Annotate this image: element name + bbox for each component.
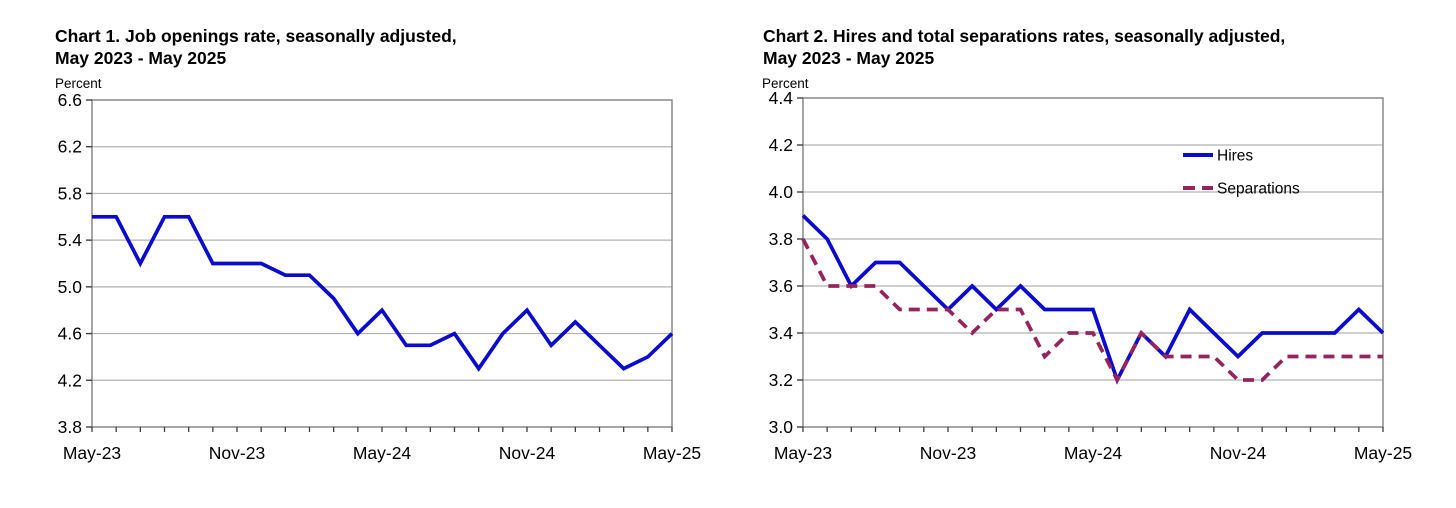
chart2-title-line2: May 2023 - May 2025 bbox=[763, 48, 935, 68]
x-axis-label: May-25 bbox=[1354, 443, 1412, 463]
job-openings-line bbox=[92, 214, 674, 372]
x-axis-label: Nov-23 bbox=[920, 443, 976, 463]
y-axis-label: 3.0 bbox=[769, 417, 794, 437]
x-axis-label: May-23 bbox=[63, 443, 121, 463]
chart2-title-line1: Chart 2. Hires and total separations rat… bbox=[763, 26, 1286, 46]
chart1-title-line1: Chart 1. Job openings rate, seasonally a… bbox=[55, 26, 457, 46]
y-axis-label: 4.2 bbox=[58, 370, 82, 390]
y-axis-label: 3.8 bbox=[769, 229, 793, 249]
chart2-title: Chart 2. Hires and total separations rat… bbox=[763, 25, 1285, 69]
chart1-title-line2: May 2023 - May 2025 bbox=[55, 48, 227, 68]
hires-separations-chart: Chart 2. Hires and total separations rat… bbox=[740, 25, 1456, 500]
y-axis-label: 5.8 bbox=[58, 183, 82, 203]
job-openings-chart: Chart 1. Job openings rate, seasonally a… bbox=[40, 25, 716, 500]
x-axis-label: May-24 bbox=[1064, 443, 1123, 463]
separations-line bbox=[801, 238, 1383, 385]
y-axis-label: 6.2 bbox=[58, 137, 82, 157]
chart1-title: Chart 1. Job openings rate, seasonally a… bbox=[55, 25, 457, 69]
chart2-y-axis-unit-label: Percent bbox=[762, 76, 809, 91]
x-axis-label: May-23 bbox=[774, 443, 832, 463]
y-axis-label: 3.2 bbox=[769, 370, 793, 390]
legend-label: Hires bbox=[1217, 148, 1253, 165]
y-axis-label: 4.4 bbox=[769, 91, 794, 108]
y-axis-label: 5.4 bbox=[58, 230, 83, 250]
x-axis-label: May-24 bbox=[353, 443, 412, 463]
x-axis-label: May-25 bbox=[643, 443, 701, 463]
y-axis-label: 4.2 bbox=[769, 135, 793, 155]
chart1-y-axis-unit-label: Percent bbox=[55, 76, 102, 91]
y-axis-label: 3.4 bbox=[769, 323, 794, 343]
chart2-plot-area: 3.0 3.2 3.4 3.6 3.8 4.0 4.2 4.4 May-23 Nov-23 May-… bbox=[769, 91, 1413, 463]
y-axis-label: 3.6 bbox=[769, 276, 793, 296]
y-axis-label: 4.6 bbox=[58, 324, 82, 344]
y-axis-label: 4.0 bbox=[769, 182, 794, 202]
y-axis-label: 6.6 bbox=[58, 91, 82, 110]
chart1-plot-area: 3.8 4.2 4.6 5.0 5.4 5.8 6.2 6.6 May-23 Nov-23 May-… bbox=[58, 91, 702, 463]
x-axis-label: Nov-23 bbox=[209, 443, 265, 463]
plot-border bbox=[91, 99, 673, 428]
hires-line bbox=[801, 214, 1385, 385]
x-axis-label: Nov-24 bbox=[1210, 443, 1267, 463]
y-axis-label: 5.0 bbox=[58, 277, 83, 297]
legend-label: Separations bbox=[1217, 181, 1300, 198]
x-axis-label: Nov-24 bbox=[499, 443, 556, 463]
y-axis-label: 3.8 bbox=[58, 417, 82, 437]
